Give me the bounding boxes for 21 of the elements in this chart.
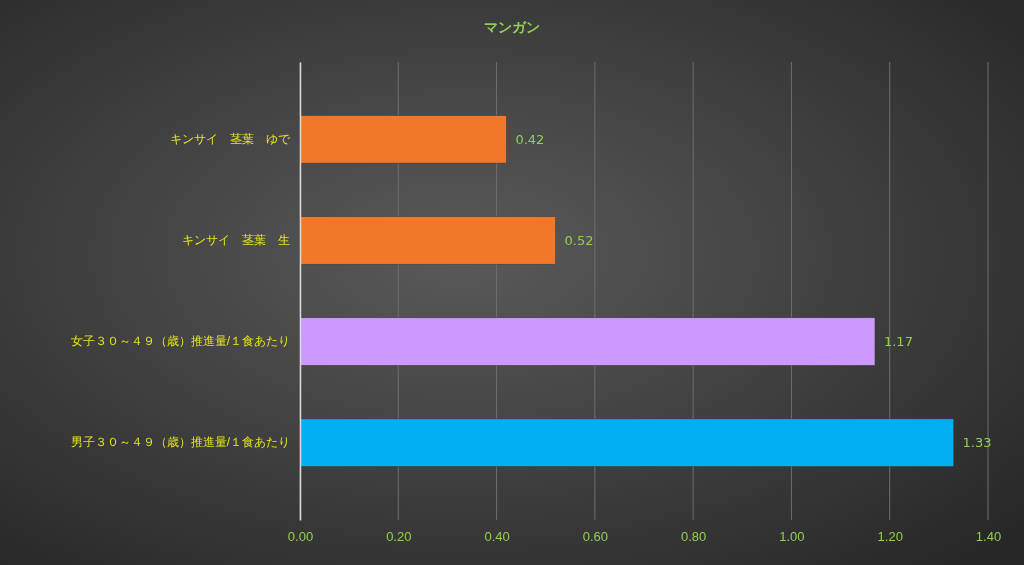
x-tick-label: 0.60	[582, 529, 609, 545]
data-label: 0.42	[515, 131, 545, 147]
x-tick-label: 0.80	[680, 529, 707, 545]
bar	[299, 216, 556, 265]
data-label: 1.17	[883, 334, 913, 350]
y-tick-label: キンサイ 茎葉 生	[182, 233, 290, 248]
bar	[299, 115, 507, 164]
y-tick-label: 男子３０～４９（歳）推進量/１食あたり	[70, 435, 290, 450]
y-tick-label: 女子３０～４９（歳）推進量/１食あたり	[70, 334, 290, 349]
x-tick-label: 1.20	[877, 529, 903, 545]
x-tick-label: 0.20	[386, 529, 412, 545]
x-tick-label: 0.40	[484, 529, 510, 545]
data-label: 1.33	[962, 435, 992, 451]
bar	[299, 317, 876, 366]
x-tick-label: 1.00	[779, 529, 805, 545]
bar	[299, 418, 954, 467]
x-tick-label: 0.00	[287, 529, 314, 545]
y-tick-label: キンサイ 茎葉 ゆで	[170, 132, 291, 147]
data-label: 0.52	[564, 233, 594, 248]
x-tick-label: 1.40	[975, 529, 1002, 545]
chart-title: マンガン	[484, 19, 540, 35]
